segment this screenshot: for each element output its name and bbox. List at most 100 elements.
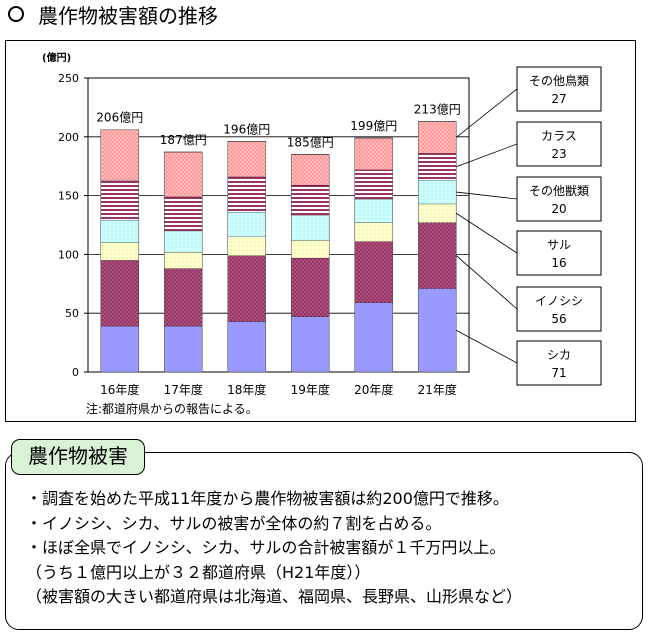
bar-segment bbox=[227, 236, 266, 256]
y-axis-label: (億円) bbox=[42, 51, 71, 64]
legend-value: 16 bbox=[551, 256, 566, 270]
bar-segment bbox=[227, 321, 266, 372]
bar-segment bbox=[354, 241, 393, 303]
y-tick-label: 50 bbox=[65, 307, 79, 320]
total-label: 213億円 bbox=[414, 103, 461, 117]
x-tick-label: 19年度 bbox=[291, 382, 330, 397]
bar-segment bbox=[100, 242, 139, 261]
y-tick-label: 150 bbox=[58, 190, 79, 203]
legend-name: その他獣類 bbox=[529, 184, 589, 198]
legend-box bbox=[516, 66, 602, 112]
bar-segment bbox=[100, 260, 139, 327]
bar-segment bbox=[291, 316, 330, 372]
bar-segment bbox=[354, 137, 393, 170]
legend-box bbox=[516, 286, 602, 332]
bar-segment bbox=[227, 212, 266, 237]
total-label: 199億円 bbox=[350, 119, 397, 133]
y-tick-label: 250 bbox=[58, 72, 79, 85]
total-label: 196億円 bbox=[223, 123, 270, 137]
bar-segment bbox=[354, 169, 393, 200]
circle-icon bbox=[8, 6, 24, 22]
bar-segment bbox=[291, 154, 330, 186]
legend-connector bbox=[456, 329, 518, 364]
bar-segment bbox=[164, 230, 203, 253]
bar-segment bbox=[418, 288, 457, 372]
summary-line: ・調査を始めた平成11年度から農作物被害額は約200億円で推移。 bbox=[26, 489, 509, 508]
y-tick-label: 100 bbox=[58, 248, 79, 261]
x-tick-label: 18年度 bbox=[227, 382, 266, 397]
legend-value: 23 bbox=[551, 147, 566, 161]
bar-segment bbox=[354, 222, 393, 242]
bar-outline bbox=[354, 137, 394, 373]
legend-box bbox=[516, 176, 602, 222]
bar-segment bbox=[418, 222, 457, 289]
bar-segment bbox=[164, 326, 203, 372]
legend-value: 56 bbox=[551, 312, 566, 326]
legend-connector bbox=[456, 88, 518, 138]
legend-connector bbox=[456, 143, 518, 168]
legend-name: サル bbox=[547, 238, 571, 252]
bar-segment bbox=[100, 129, 139, 181]
legend-box bbox=[516, 340, 602, 386]
total-label: 187億円 bbox=[160, 133, 207, 147]
y-tick-label: 200 bbox=[58, 131, 79, 144]
bar-segment bbox=[291, 240, 330, 258]
summary-line: ・ほぼ全県でイノシシ、シカ、サルの合計被害額が１千万円以上。 bbox=[26, 538, 506, 557]
legend-value: 20 bbox=[551, 202, 566, 216]
legend-box bbox=[516, 230, 602, 276]
bar-segment bbox=[418, 203, 457, 223]
legend-name: イノシシ bbox=[535, 294, 583, 308]
legend-connector bbox=[456, 212, 518, 254]
bar-segment bbox=[164, 268, 203, 327]
x-tick-label: 17年度 bbox=[164, 382, 203, 397]
bar-outline bbox=[290, 154, 330, 373]
bar-segment bbox=[418, 153, 457, 181]
y-tick-label: 0 bbox=[72, 366, 79, 379]
bar-segment bbox=[418, 180, 457, 204]
chart-frame: (億円) 0 50 100 150 200 250 206億円 187億円 196億円 185億… bbox=[5, 40, 636, 422]
total-label: 206億円 bbox=[96, 111, 143, 125]
bar-segment bbox=[164, 152, 203, 197]
summary-box bbox=[5, 452, 643, 630]
bar-outline bbox=[417, 121, 457, 373]
bar-segment bbox=[164, 196, 203, 231]
summary-line: （うち１億円以上が３２都道府県（H21年度）） bbox=[26, 562, 371, 582]
bar-segment bbox=[418, 121, 457, 154]
summary-line: ・イノシシ、シカ、サルの被害が全体の約７割を占める。 bbox=[26, 513, 442, 533]
bar-outline bbox=[100, 129, 140, 373]
legend-name: その他鳥類 bbox=[529, 73, 589, 88]
bar-segment bbox=[291, 215, 330, 241]
summary-heading: 農作物被害 bbox=[11, 439, 145, 475]
x-tick-label: 16年度 bbox=[100, 382, 139, 397]
legend-name: カラス bbox=[541, 129, 577, 143]
bar-segment bbox=[227, 176, 266, 213]
bar-segment bbox=[100, 180, 139, 221]
total-label: 185億円 bbox=[287, 135, 334, 149]
bar-segment bbox=[227, 141, 266, 177]
bar-segment bbox=[291, 257, 330, 317]
legend-value: 71 bbox=[551, 366, 566, 380]
bar-outline bbox=[227, 141, 267, 373]
x-tick-label: 21年度 bbox=[418, 382, 457, 397]
damage-chart: (億円) 0 50 100 150 200 250 206億円 187億円 196億円 185億… bbox=[42, 51, 602, 416]
legend-value: 27 bbox=[551, 92, 566, 106]
summary-line: （被害額の大きい都道府県は北海道、福岡県、長野県、山形県など） bbox=[26, 587, 523, 606]
summary-list: ・調査を始めた平成11年度から農作物被害額は約200億円で推移。 ・イノシシ、シ… bbox=[26, 487, 522, 610]
bar-segment bbox=[354, 302, 393, 372]
bar-segment bbox=[164, 252, 203, 269]
bar-outline bbox=[163, 151, 203, 373]
legend-connector bbox=[456, 191, 518, 200]
bar-segment bbox=[291, 185, 330, 216]
bar-segment bbox=[354, 199, 393, 223]
legend-connector bbox=[455, 255, 518, 310]
page-title-text: 農作物被害額の推移 bbox=[38, 4, 218, 28]
legend-name: シカ bbox=[547, 348, 571, 362]
bar-segment bbox=[227, 255, 266, 322]
x-tick-label: 20年度 bbox=[354, 382, 393, 397]
plot-area bbox=[87, 77, 470, 373]
chart-note: 注:都道府県からの報告による。 bbox=[86, 401, 258, 416]
bar-segment bbox=[100, 220, 139, 243]
page-title: 農作物被害額の推移 bbox=[8, 4, 218, 28]
legend-box bbox=[516, 121, 602, 167]
bar-segment bbox=[100, 326, 139, 372]
